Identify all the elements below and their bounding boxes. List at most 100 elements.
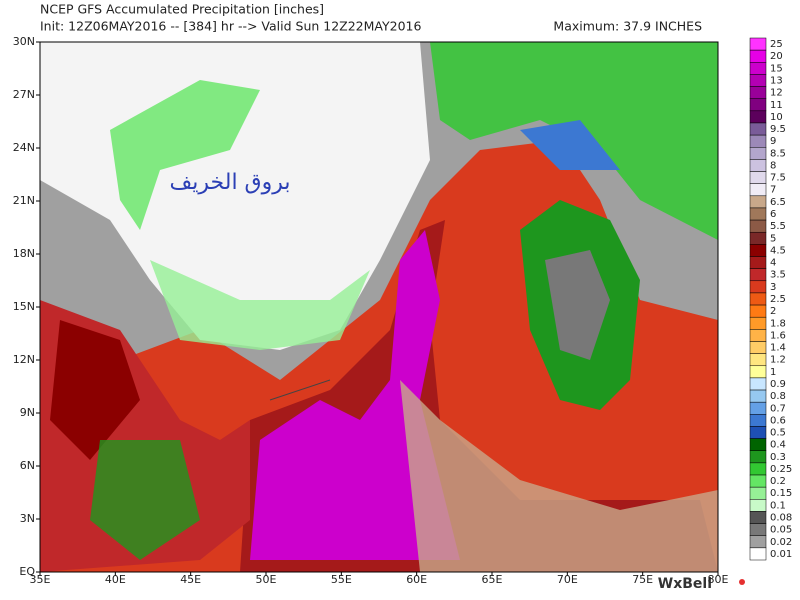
lat-label: 24N xyxy=(13,141,35,154)
colorbar-label: 0.15 xyxy=(770,488,792,499)
colorbar-label: 5.5 xyxy=(770,221,786,232)
colorbar-label: 0.2 xyxy=(770,476,786,487)
colorbar-label: 0.9 xyxy=(770,379,786,390)
colorbar-label: 9.5 xyxy=(770,124,786,135)
colorbar-swatch xyxy=(749,256,767,269)
colorbar-swatch xyxy=(749,535,767,549)
colorbar-label: 4.5 xyxy=(770,245,786,256)
colorbar-label: 0.25 xyxy=(770,464,792,475)
lon-label: 70E xyxy=(557,573,578,586)
colorbar-label: 12 xyxy=(770,88,783,99)
lat-label: 6N xyxy=(20,459,35,472)
lon-label: 65E xyxy=(482,573,503,586)
colorbar-label: 1.4 xyxy=(770,343,786,354)
arabia-green xyxy=(110,80,260,230)
colorbar-swatch xyxy=(749,547,767,561)
colorbar-swatch xyxy=(749,377,767,391)
colorbar-label: 6 xyxy=(770,209,776,220)
colorbar-label: 6.5 xyxy=(770,197,786,208)
lon-label: 60E xyxy=(406,573,427,586)
colorbar-swatch xyxy=(749,486,767,500)
lat-label: 21N xyxy=(13,194,35,207)
lat-label: 9N xyxy=(20,406,35,419)
lon-label: 35E xyxy=(30,573,51,586)
colorbar-swatch xyxy=(749,74,767,87)
colorbar-swatch xyxy=(749,207,767,221)
ethiopia-dark xyxy=(50,320,140,460)
colorbar-label: 25 xyxy=(770,39,783,50)
colorbar-swatch xyxy=(749,134,767,148)
colorbar-swatch xyxy=(749,450,767,464)
colorbar-label: 1 xyxy=(770,367,776,378)
colorbar-swatch xyxy=(749,98,767,112)
colorbar-swatch xyxy=(749,341,767,354)
lat-label: 27N xyxy=(13,88,35,101)
title: NCEP GFS Accumulated Precipitation [inch… xyxy=(40,2,324,17)
colorbar-swatch xyxy=(749,86,767,99)
lat-label: 12N xyxy=(13,353,35,366)
colorbar-swatch xyxy=(749,280,767,294)
colorbar-label: 1.8 xyxy=(770,318,786,329)
lon-label: 75E xyxy=(632,573,653,586)
colorbar-label: 9 xyxy=(770,136,776,147)
colorbar-swatch xyxy=(749,244,767,257)
colorbar-swatch xyxy=(749,195,767,209)
pakistan-blue xyxy=(520,120,620,170)
colorbar-label: 20 xyxy=(770,51,783,62)
colorbar-swatch xyxy=(749,171,767,184)
colorbar-label: 0.4 xyxy=(770,440,786,451)
colorbar-label: 3.5 xyxy=(770,270,786,281)
lat-label: 30N xyxy=(13,35,35,48)
colorbar-label: 8 xyxy=(770,160,776,171)
colorbar-swatch xyxy=(749,110,767,124)
colorbar-swatch xyxy=(749,183,767,197)
colorbar-label: 8.5 xyxy=(770,148,786,159)
kenya-green xyxy=(90,440,200,560)
colorbar-swatch xyxy=(749,401,767,415)
colorbar-swatch xyxy=(749,268,767,282)
colorbar-swatch xyxy=(749,499,767,512)
colorbar-label: 3 xyxy=(770,282,776,293)
colorbar-label: 11 xyxy=(770,100,783,111)
colorbar-swatch xyxy=(749,365,767,379)
colorbar-label: 0.05 xyxy=(770,525,792,536)
colorbar-label: 5 xyxy=(770,233,776,244)
colorbar-swatch xyxy=(749,219,767,233)
lon-label: 40E xyxy=(105,573,126,586)
init-line: Init: 12Z06MAY2016 -- [384] hr --> Valid… xyxy=(40,19,421,34)
coastline xyxy=(40,42,718,401)
colorbar-label: 0.3 xyxy=(770,452,786,463)
colorbar-label: 0.02 xyxy=(770,537,792,548)
lon-label: 80E xyxy=(708,573,729,586)
colorbar-label: 10 xyxy=(770,112,783,123)
colorbar-label: 15 xyxy=(770,63,783,74)
colorbar-label: 1.6 xyxy=(770,330,786,341)
colorbar-swatch xyxy=(749,438,767,451)
rain-magenta xyxy=(250,230,460,560)
colorbar-label: 7.5 xyxy=(770,173,786,184)
colorbar-label: 1.2 xyxy=(770,355,786,366)
colorbar-swatch xyxy=(749,462,767,476)
colorbar-label: 13 xyxy=(770,75,783,86)
lat-label: 18N xyxy=(13,247,35,260)
colorbar-swatch xyxy=(749,523,767,536)
colorbar-label: 2 xyxy=(770,306,776,317)
lat-label: 3N xyxy=(20,512,35,525)
lon-label: 50E xyxy=(256,573,277,586)
india-gray xyxy=(545,250,610,360)
logo: WxBell xyxy=(658,576,712,592)
map-field: بروق الخريف xyxy=(40,42,718,572)
colorbar-swatch xyxy=(749,62,767,75)
iran-green xyxy=(430,42,718,240)
colorbar-swatch xyxy=(749,304,767,318)
colorbar-swatch xyxy=(749,37,767,51)
colorbar-label: 0.08 xyxy=(770,513,792,524)
colorbar-swatch xyxy=(749,292,767,306)
colorbar-swatch xyxy=(749,426,767,439)
rain-tan xyxy=(400,380,718,572)
colorbar-label: 4 xyxy=(770,258,776,269)
colorbar-swatch xyxy=(749,511,767,524)
colorbar-swatch xyxy=(749,49,767,63)
colorbar-swatch xyxy=(749,122,767,136)
